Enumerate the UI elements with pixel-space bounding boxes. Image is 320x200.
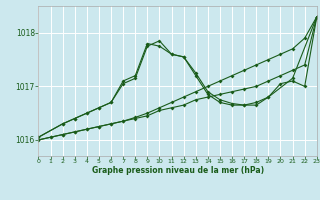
X-axis label: Graphe pression niveau de la mer (hPa): Graphe pression niveau de la mer (hPa) — [92, 166, 264, 175]
